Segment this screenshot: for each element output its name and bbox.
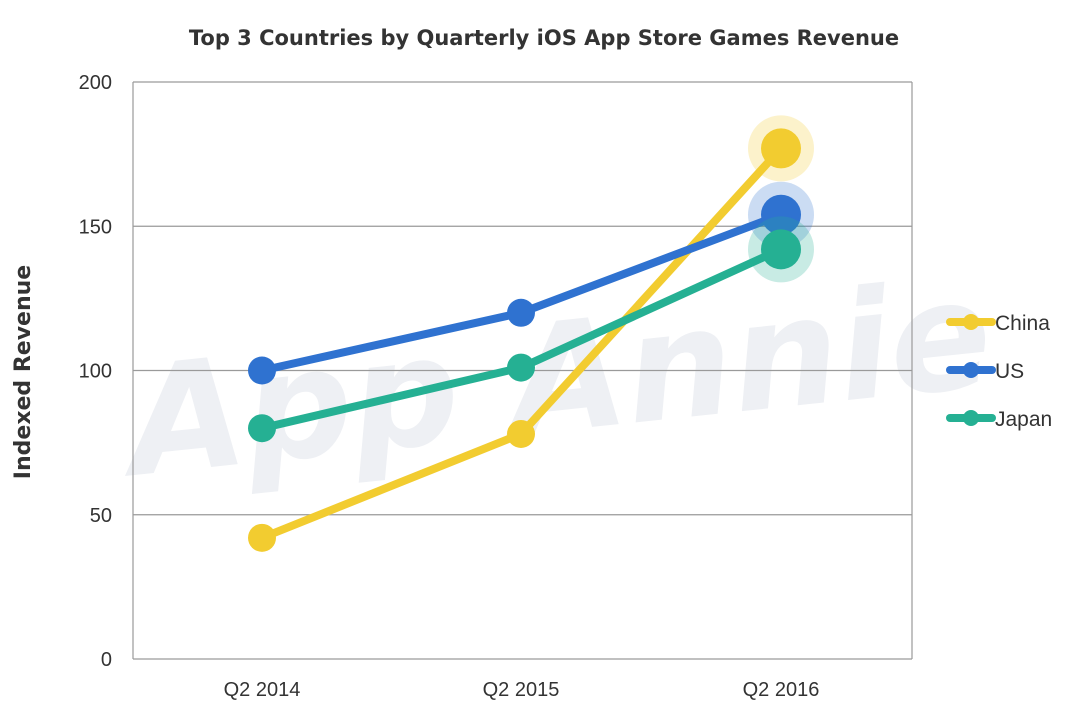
y-axis-label: Indexed Revenue bbox=[11, 265, 36, 479]
data-point bbox=[248, 356, 276, 385]
legend-item-us: US bbox=[946, 360, 1024, 383]
y-tick-label: 50 bbox=[90, 505, 112, 527]
legend-item-china: China bbox=[946, 312, 1050, 335]
x-tick-label: Q2 2015 bbox=[483, 679, 560, 701]
data-point bbox=[248, 414, 276, 443]
chart-title: Top 3 Countries by Quarterly iOS App Sto… bbox=[189, 26, 899, 50]
data-point bbox=[248, 523, 276, 552]
y-tick-label: 200 bbox=[79, 72, 112, 94]
data-point bbox=[507, 353, 535, 382]
series-points-china bbox=[248, 115, 814, 552]
legend-label: Japan bbox=[995, 408, 1052, 431]
legend-item-japan: Japan bbox=[946, 408, 1052, 431]
x-tick-label: Q2 2016 bbox=[743, 679, 820, 701]
series-points-japan bbox=[248, 216, 814, 443]
legend-swatch-dot bbox=[963, 410, 979, 426]
data-point bbox=[761, 194, 801, 235]
data-point bbox=[507, 298, 535, 327]
legend: China US Japan bbox=[946, 312, 1052, 431]
legend-label: China bbox=[995, 312, 1050, 335]
y-axis-ticks: 0 50 100 150 200 bbox=[79, 72, 112, 671]
data-point bbox=[507, 419, 535, 448]
legend-swatch-dot bbox=[963, 314, 979, 330]
series-points-us bbox=[248, 181, 814, 385]
legend-swatch-dot bbox=[963, 362, 979, 378]
y-tick-label: 100 bbox=[79, 361, 112, 383]
data-point bbox=[761, 128, 801, 169]
watermark: App Annie bbox=[110, 247, 999, 512]
legend-label: US bbox=[995, 360, 1024, 383]
y-tick-label: 150 bbox=[79, 216, 112, 238]
x-axis-ticks: Q2 2014 Q2 2015 Q2 2016 bbox=[224, 679, 820, 701]
y-tick-label: 0 bbox=[101, 649, 112, 671]
x-tick-label: Q2 2014 bbox=[224, 679, 301, 701]
data-point bbox=[761, 229, 801, 270]
series-group bbox=[248, 115, 814, 552]
